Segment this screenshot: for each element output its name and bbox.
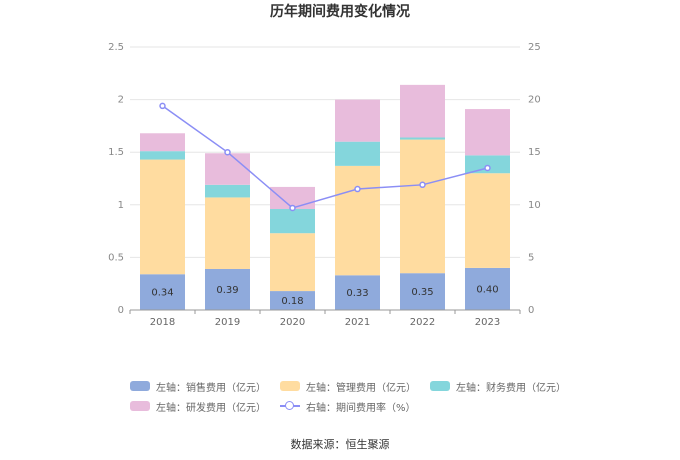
- left-tick-label: 1: [118, 200, 124, 211]
- left-tick-label: 1.5: [108, 147, 124, 158]
- right-tick-label: 15: [528, 147, 541, 158]
- left-tick-label: 2.5: [108, 42, 124, 53]
- bar-segment: [335, 99, 380, 142]
- rate-point: [484, 164, 491, 172]
- bar-segment: [335, 275, 380, 310]
- rate-point: [419, 181, 426, 189]
- bar-segment: [140, 274, 185, 310]
- legend-swatch: [130, 401, 150, 411]
- legend-item-admin[interactable]: 左轴：管理费用（亿元）: [280, 379, 416, 394]
- right-tick-label: 10: [528, 200, 541, 211]
- bar-segment: [465, 155, 510, 174]
- right-tick-label: 5: [528, 252, 534, 263]
- x-tick-label: 2019: [215, 317, 240, 328]
- left-tick-label: 2: [118, 95, 124, 106]
- x-tick-label: 2022: [410, 317, 435, 328]
- legend-label: 左轴：管理费用（亿元）: [306, 382, 416, 394]
- chart-title: 历年期间费用变化情况: [270, 3, 410, 20]
- data-label: 0.33: [346, 288, 368, 299]
- legend-label: 左轴：销售费用（亿元）: [156, 382, 266, 394]
- bar-segment: [270, 233, 315, 292]
- rate-point: [224, 148, 231, 156]
- x-tick-label: 2020: [280, 317, 305, 328]
- data-label: 0.35: [411, 287, 433, 298]
- right-tick-label: 20: [528, 95, 541, 106]
- bar-segment: [140, 151, 185, 160]
- data-label: 0.39: [216, 285, 238, 296]
- data-label: 0.34: [151, 288, 173, 299]
- rate-line: [159, 102, 491, 212]
- legend: 左轴：销售费用（亿元） 左轴：管理费用（亿元） 左轴：财务费用（亿元） 左轴：研…: [130, 376, 566, 416]
- data-label: 0.40: [476, 284, 498, 295]
- legend-item-rnd[interactable]: 左轴：研发费用（亿元）: [130, 399, 266, 414]
- rate-line-path: [162, 105, 488, 209]
- axes: 0 0.5 1 1.5 2 2.5 0 5 10 15 20 25 2018 2019 2020 2021 20…: [108, 42, 541, 328]
- bar-segment: [270, 186, 315, 210]
- x-tick-label: 2018: [150, 317, 175, 328]
- bar-segment: [400, 84, 445, 138]
- bar-segment: [205, 153, 250, 185]
- bar-segment: [140, 133, 185, 152]
- legend-item-rate[interactable]: 右轴：期间费用率（%）: [280, 399, 416, 414]
- left-tick-label: 0: [118, 305, 124, 316]
- legend-item-sales[interactable]: 左轴：销售费用（亿元）: [130, 379, 266, 394]
- bar-segment: [270, 291, 315, 310]
- legend-label: 左轴：研发费用（亿元）: [156, 402, 266, 414]
- data-label: 0.18: [281, 296, 303, 307]
- rate-point: [289, 204, 296, 212]
- left-tick-label: 0.5: [108, 252, 124, 263]
- bar-segment: [270, 209, 315, 234]
- right-tick-label: 25: [528, 42, 541, 53]
- bar-segment: [335, 165, 380, 276]
- bars: 0.34 0.39 0.18 0.33 0.35 0.40: [140, 84, 510, 310]
- bar-segment: [205, 268, 250, 310]
- legend-line-icon: [280, 401, 300, 411]
- x-tick-label: 2021: [345, 317, 370, 328]
- bar-segment: [465, 267, 510, 310]
- legend-item-finance[interactable]: 左轴：财务费用（亿元）: [430, 379, 566, 394]
- bar-segment: [465, 173, 510, 268]
- rate-point: [354, 185, 361, 193]
- bar-segment: [400, 273, 445, 310]
- source-note: 数据来源：恒生聚源: [290, 438, 390, 451]
- rate-point: [159, 102, 166, 110]
- bar-segment: [400, 139, 445, 274]
- legend-swatch: [280, 381, 300, 391]
- bar-segment: [335, 141, 380, 166]
- legend-label: 右轴：期间费用率（%）: [306, 402, 416, 414]
- right-tick-label: 0: [528, 305, 534, 316]
- bar-segment: [465, 109, 510, 156]
- legend-label: 左轴：财务费用（亿元）: [456, 382, 566, 394]
- legend-swatch: [130, 381, 150, 391]
- chart-svg: 历年期间费用变化情况 0.34 0.39 0.18 0.33 0.35 0.40 0 0.5…: [108, 3, 541, 328]
- bar-segment: [400, 137, 445, 140]
- gridlines: [130, 46, 520, 258]
- x-tick-label: 2023: [475, 317, 500, 328]
- bar-segment: [140, 159, 185, 275]
- bar-segment: [205, 184, 250, 198]
- legend-swatch: [430, 381, 450, 391]
- bar-segment: [205, 197, 250, 269]
